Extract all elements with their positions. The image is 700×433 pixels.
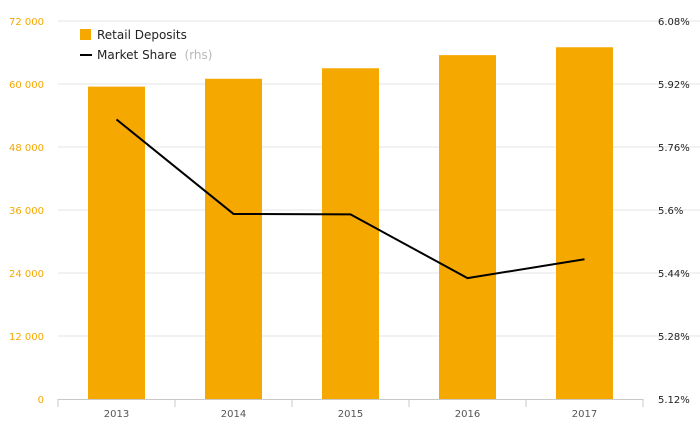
legend-label-market-share: Market Share (rhs) [97, 48, 212, 62]
legend-label-rhs-suffix: (rhs) [185, 48, 213, 62]
y-left-tick-label: 48 000 [9, 143, 44, 154]
bar-2014 [205, 78, 262, 399]
axes: 0 12 000 24 000 36 000 48 000 60 000 72 000 5.1… [9, 17, 690, 420]
y-right-tick-label: 5.76% [658, 143, 690, 154]
y-right-tick-label: 5.6% [658, 206, 683, 217]
x-tick-label: 2013 [104, 409, 129, 420]
y-left-tick-label: 0 [38, 395, 44, 406]
x-tick-label: 2016 [455, 409, 480, 420]
y-left-tick-label: 12 000 [9, 332, 44, 343]
legend-swatch-retail-deposits [80, 29, 91, 40]
bar-series-retail-deposits [88, 47, 613, 399]
line-series-market-share [115, 118, 585, 280]
y-right-tick-label: 6.08% [658, 17, 690, 28]
market-share-line [115, 118, 585, 280]
y-right-tick-label: 5.28% [658, 332, 690, 343]
x-tick-label: 2015 [338, 409, 363, 420]
y-right-tick-label: 5.12% [658, 395, 690, 406]
bar-2013 [88, 86, 145, 399]
bar-2015 [322, 68, 379, 399]
y-right-tick-label: 5.92% [658, 80, 690, 91]
y-left-tick-label: 36 000 [9, 206, 44, 217]
x-tick-label: 2014 [221, 409, 246, 420]
y-right-tick-label: 5.44% [658, 269, 690, 280]
x-tick-label: 2017 [572, 409, 597, 420]
legend-label-retail-deposits: Retail Deposits [97, 28, 187, 42]
y-left-tick-label: 60 000 [9, 80, 44, 91]
y-left-tick-label: 24 000 [9, 269, 44, 280]
legend: Retail Deposits Market Share (rhs) [80, 28, 212, 62]
bar-2016 [439, 55, 496, 399]
bar-2017 [556, 47, 613, 399]
y-left-tick-label: 72 000 [9, 17, 44, 28]
